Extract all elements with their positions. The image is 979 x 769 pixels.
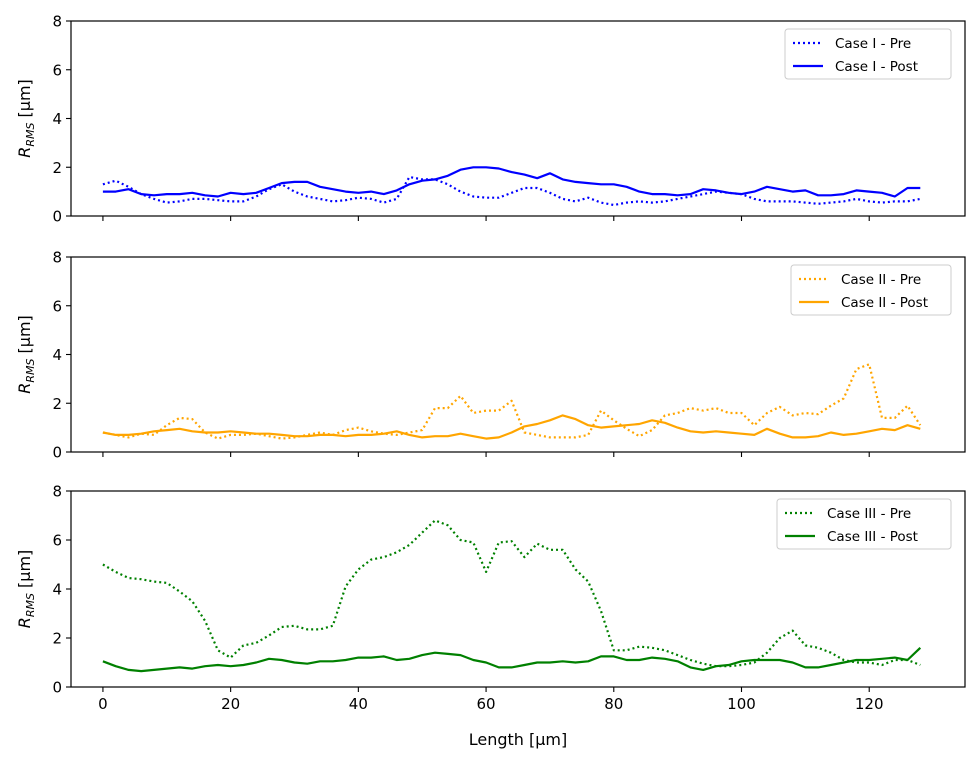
y-tick-label: 2 (52, 159, 62, 177)
y-tick-label: 8 (52, 483, 62, 501)
legend-box (776, 498, 952, 550)
y-label-main: R (15, 147, 34, 158)
y-label-main: R (15, 383, 34, 394)
x-axis-label: Length [μm] (469, 730, 568, 749)
legend-box (784, 28, 952, 80)
y-tick-label: 8 (52, 249, 62, 267)
y-tick-label: 6 (52, 61, 62, 79)
y-label-unit: [μm] (15, 315, 34, 358)
series-line-case-i-pre (102, 175, 921, 207)
y-tick-label: 4 (52, 110, 62, 128)
y-tick-label: 0 (52, 208, 62, 226)
y-tick-label: 6 (52, 532, 62, 550)
x-tick-label: 0 (98, 695, 108, 713)
y-tick-label: 4 (52, 581, 62, 599)
subplot-2: 0 2 4 6 8 RRMS [μm] Case II - Pre Case II - Pos… (15, 249, 966, 462)
x-tick-label: 80 (604, 695, 623, 713)
y-axis-label: RRMS [μm] (15, 79, 37, 158)
series-line-case-i-post (102, 166, 921, 198)
series-line-case-ii-pre (102, 363, 922, 440)
y-label-sub: RMS (24, 593, 37, 617)
legend-label: Case II - Post (841, 295, 928, 311)
y-tick-label: 6 (52, 297, 62, 315)
y-tick-label: 2 (52, 395, 62, 413)
legend-label: Case II - Pre (841, 272, 921, 288)
y-label-main: R (15, 617, 34, 628)
y-tick-label: 0 (52, 444, 62, 462)
y-label-sub: RMS (24, 123, 37, 147)
legend-label: Case I - Post (835, 59, 918, 75)
x-tick-label: 40 (349, 695, 368, 713)
legend-label: Case III - Pre (827, 506, 911, 522)
subplot-1: 0 2 4 6 8 RRMS [μm] Case I - Pre Case I - Post (15, 13, 966, 226)
legend: Case I - Pre Case I - Post (784, 28, 952, 80)
legend-label: Case I - Pre (835, 36, 911, 52)
legend-label: Case III - Post (827, 529, 918, 545)
y-label-unit: [μm] (15, 79, 34, 122)
y-label-sub: RMS (24, 359, 37, 383)
series-line-case-iii-post (102, 647, 922, 673)
y-tick-label: 4 (52, 346, 62, 364)
x-tick-label: 120 (855, 695, 884, 713)
series-line-case-ii-post (102, 414, 921, 440)
legend-box (790, 264, 952, 316)
y-label-unit: [μm] (15, 550, 34, 593)
y-axis-label: RRMS [μm] (15, 550, 37, 629)
legend: Case II - Pre Case II - Post (790, 264, 952, 316)
x-tick-label: 20 (221, 695, 240, 713)
x-tick-label: 100 (727, 695, 756, 713)
x-tick-label: 60 (477, 695, 496, 713)
legend: Case III - Pre Case III - Post (776, 498, 952, 550)
y-tick-label: 0 (52, 679, 62, 697)
y-tick-label: 8 (52, 13, 62, 31)
series-line-case-iii-pre (102, 519, 921, 668)
y-tick-label: 2 (52, 630, 62, 648)
y-axis-label: RRMS [μm] (15, 315, 37, 394)
